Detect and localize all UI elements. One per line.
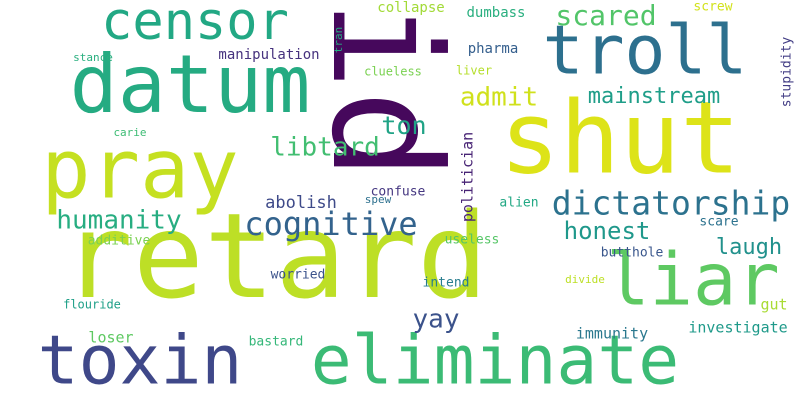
word-manipulation: manipulation xyxy=(218,47,319,63)
word-politician: politician xyxy=(459,132,477,222)
word-flouride: flouride xyxy=(63,298,121,312)
word-dumbass: dumbass xyxy=(466,5,525,21)
word-confuse: confuse xyxy=(371,185,426,200)
word-intend: intend xyxy=(423,276,470,291)
word-immunity: immunity xyxy=(576,325,648,343)
word-liver: liver xyxy=(456,64,492,78)
word-carie: carie xyxy=(113,126,146,139)
word-censor: censor xyxy=(101,0,289,52)
word-collapse: collapse xyxy=(377,0,444,16)
word-scared: scared xyxy=(555,0,656,32)
word-mainstream: mainstream xyxy=(588,84,720,109)
word-bastard: bastard xyxy=(249,335,304,350)
word-retard: retard xyxy=(62,187,488,325)
word-useless: useless xyxy=(445,233,500,248)
word-libtard: libtard xyxy=(270,133,380,163)
word-stupidity: stupidity xyxy=(780,37,795,108)
word-additive: additive xyxy=(88,234,151,249)
word-tran: tran xyxy=(332,27,345,54)
word-yay: yay xyxy=(413,305,460,335)
word-humanity: humanity xyxy=(56,206,181,236)
word-investigate: investigate xyxy=(688,319,787,337)
word-admit: admit xyxy=(460,83,538,113)
word-gut: gut xyxy=(760,296,787,314)
word-pharma: pharma xyxy=(468,41,519,57)
word-butthole: butthole xyxy=(601,246,664,261)
word-clueless: clueless xyxy=(364,65,422,79)
word-stance: stance xyxy=(73,51,113,64)
word-screw: screw xyxy=(693,0,732,15)
word-laugh: laugh xyxy=(716,235,782,260)
word-eliminate: eliminate xyxy=(311,322,679,400)
word-toxin: toxin xyxy=(38,322,243,400)
word-loser: loser xyxy=(88,329,133,347)
word-liar: liar xyxy=(606,238,779,322)
word-pray: pray xyxy=(41,122,238,217)
word-troll: troll xyxy=(543,12,748,91)
word-worried: worried xyxy=(271,268,326,283)
word-scare: scare xyxy=(699,215,738,230)
word-abolish: abolish xyxy=(265,193,337,213)
word-spew: spew xyxy=(365,193,392,206)
word-id: id xyxy=(298,0,472,180)
word-dictatorship: dictatorship xyxy=(552,184,790,223)
word-datum: datum xyxy=(70,38,311,131)
word-cognitive: cognitive xyxy=(244,205,417,243)
word-honest: honest xyxy=(564,217,651,245)
word-alien: alien xyxy=(499,196,538,211)
word-divide: divide xyxy=(565,273,605,286)
word-shut: shut xyxy=(500,79,741,196)
word-ton: ton xyxy=(381,111,426,140)
